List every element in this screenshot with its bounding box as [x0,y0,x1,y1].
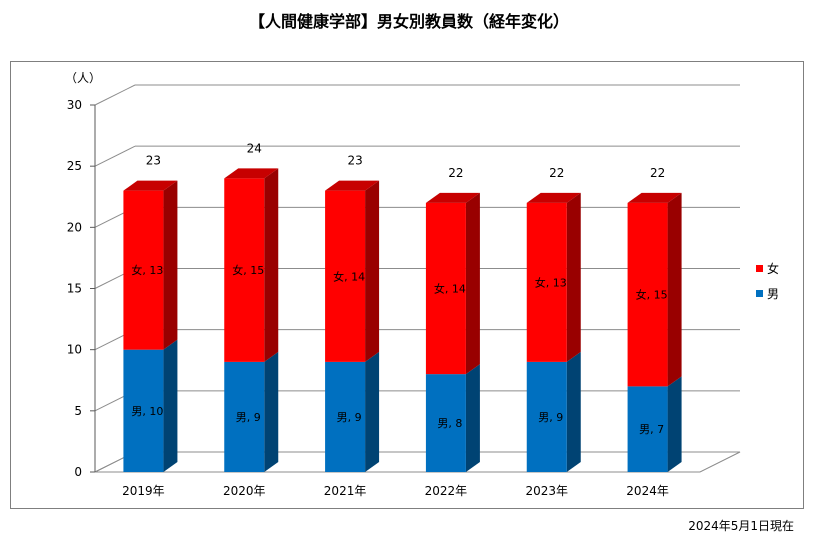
bar-top-face [627,192,682,203]
bar-segment-male [325,361,366,472]
bar-segment-female [224,178,265,362]
legend-label-female: 女 [767,261,779,276]
y-tick-label: 30 [67,98,82,112]
x-tick-label: 2024年 [626,484,669,498]
data-label-male: 男, 8 [437,417,462,430]
data-label-male: 男, 7 [639,423,664,436]
bar-side-male [566,351,581,472]
bar-segment-male [627,386,668,472]
gridline-depth [94,84,136,106]
bar-segment-male [425,374,466,472]
total-label: 24 [247,141,262,155]
data-label-male: 男, 9 [538,411,563,424]
data-label-female: 女, 14 [333,269,365,283]
x-tick-label: 2021年 [324,484,367,498]
data-label-male: 男, 10 [131,405,163,418]
bar-top-face [526,192,581,203]
y-tick-label: 15 [67,282,82,296]
bar-segment-female [123,190,164,350]
bar-segment-male [123,349,164,472]
y-tick-label: 10 [67,343,82,357]
legend-label-male: 男 [767,287,779,301]
data-label-male: 男, 9 [337,411,362,424]
y-tick-label: 25 [67,159,82,173]
bar-segment-female [425,202,466,375]
legend-swatch-female [756,265,763,272]
total-label: 23 [347,154,362,168]
bar-side-female [465,192,480,375]
bar-segment-male [526,361,567,472]
bar-side-male [667,376,682,472]
x-tick-label: 2023年 [525,484,568,498]
bar-top-face [425,192,480,203]
total-label: 22 [650,166,665,180]
data-label-male: 男, 9 [236,411,261,424]
bar-side-male [163,339,178,472]
bar-side-female [566,192,581,362]
bar-segment-male [224,361,265,472]
bar-side-male [365,351,380,472]
bar-top-face [123,180,178,191]
x-tick-label: 2020年 [223,484,266,498]
bar-side-male [465,364,480,472]
data-label-female: 女, 13 [131,263,163,277]
bar-side-female [264,168,279,362]
y-tick-label: 0 [74,465,82,479]
data-label-female: 女, 13 [535,275,567,289]
total-label: 22 [549,166,564,180]
x-tick-label: 2019年 [122,484,165,498]
y-axis-unit-label: （人） [65,71,101,85]
bar-side-female [365,180,380,362]
bar-top-face [325,180,380,191]
data-label-female: 女, 15 [232,263,264,277]
y-tick-label: 20 [67,220,82,234]
total-label: 22 [448,166,463,180]
bar-segment-female [526,202,567,362]
bar-top-face [224,168,279,179]
data-label-female: 女, 15 [636,288,668,302]
bar-segment-female [627,202,668,387]
bar-side-male [264,351,279,472]
gridline-depth [94,145,136,167]
chart-title: 【人間健康学部】男女別教員数（経年変化） [248,12,569,31]
legend-swatch-male [756,290,763,297]
bar-segment-female [325,190,366,362]
bar-side-female [163,180,178,350]
total-label: 23 [146,154,161,168]
as-of-date-note: 2024年5月1日現在 [688,519,794,533]
x-tick-label: 2022年 [425,484,468,498]
y-tick-label: 5 [74,404,82,418]
chart-floor [94,451,741,473]
data-label-female: 女, 14 [434,282,466,296]
bar-side-female [667,192,682,387]
